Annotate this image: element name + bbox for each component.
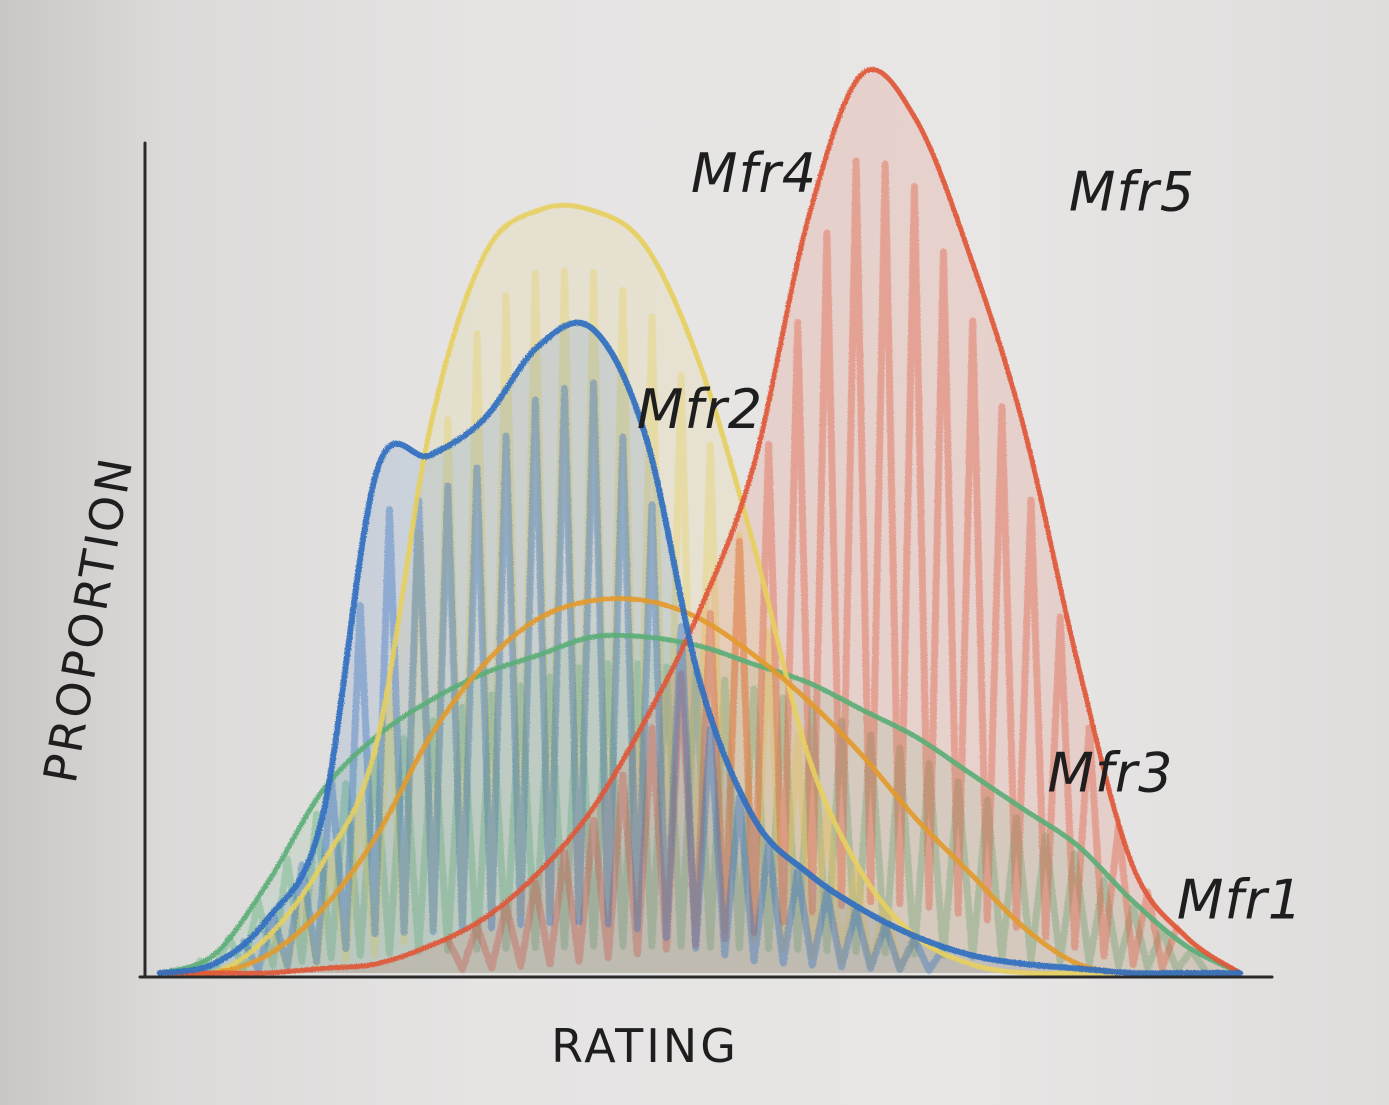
mfr5-hatching (444, 157, 1181, 973)
series-labels: Mfr1 Mfr2 Mfr3 Mfr4 Mfr5 (637, 142, 1303, 932)
mfr3-curve (157, 595, 1243, 977)
mfr5-area (160, 69, 1240, 974)
x-axis-title: RATING (551, 1019, 739, 1073)
series-label-mfr4: Mfr4 (691, 142, 817, 205)
hatch-layer (160, 69, 1240, 976)
y-axis-title: PROPORTION (33, 452, 144, 787)
curve-layer (157, 67, 1243, 979)
series-label-mfr2: Mfr2 (637, 378, 763, 441)
series-label-mfr5: Mfr5 (1069, 160, 1195, 223)
mfr4-curve (157, 202, 1243, 979)
axes (138, 141, 1274, 979)
series-label-mfr1: Mfr1 (1177, 869, 1303, 932)
mfr2-hatching (240, 379, 947, 974)
mfr1-curve (157, 632, 1243, 976)
mfr2-curve (157, 319, 1243, 977)
mfr5-curve (157, 67, 1243, 976)
series-label-mfr3: Mfr3 (1047, 741, 1173, 804)
